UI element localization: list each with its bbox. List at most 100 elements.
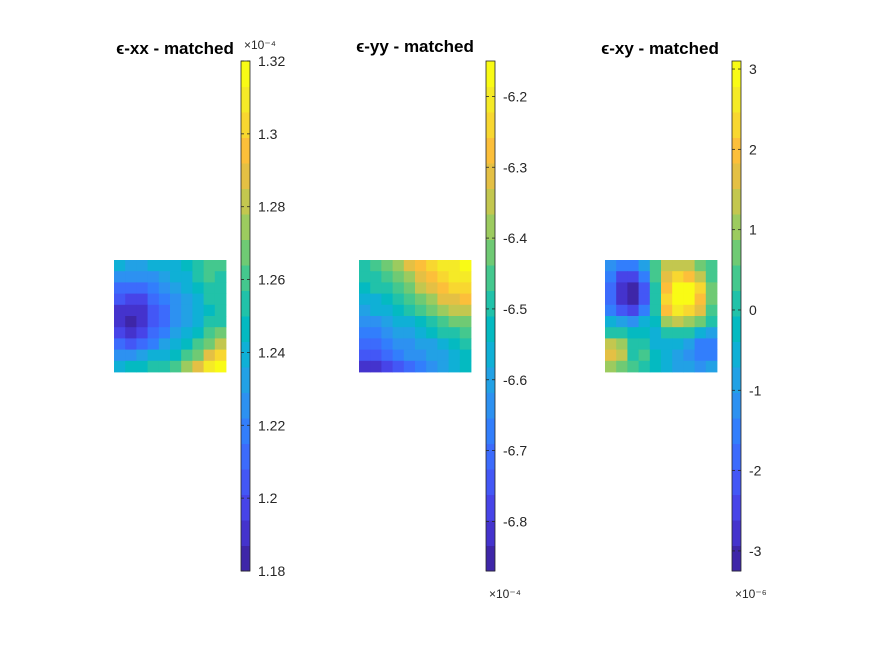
heatmap-cell [203,282,216,294]
heatmap-cell [114,338,126,350]
heatmap-cell [192,260,204,272]
heatmap-cell [381,282,393,294]
heatmap-cell [459,327,472,339]
colorbar-segment [732,61,741,87]
heatmap-cell [158,316,171,328]
heatmap-cell [627,260,639,272]
heatmap-cell [114,271,126,283]
heatmap-cell [649,260,662,272]
colorbar-segment [732,137,741,164]
colorbar-segment [241,494,250,521]
heatmap-cell [672,271,684,283]
heatmap-cell [437,282,449,294]
heatmap-cell [203,327,216,339]
colorbar-segment [732,265,741,291]
heatmap-cell [694,360,707,373]
heatmap-cell [448,260,461,272]
heatmap-cell [392,327,405,339]
colorbar-segment [486,86,495,113]
heatmap-cell [359,293,371,306]
heatmap-cell [359,338,371,350]
heatmap-cell [683,338,695,350]
heatmap-cell [616,349,628,362]
heatmap-cell [192,349,204,362]
colorbar-segment [241,86,250,113]
heatmap-cell [181,271,193,283]
heatmap-cell [125,282,137,294]
heatmap-cell [448,271,461,283]
heatmap-cell [426,338,438,350]
colorbar-segment [486,341,495,368]
heatmap-cell [370,338,382,350]
heatmap-cell [214,338,227,350]
heatmap-cell [616,338,628,350]
colorbar-tick-label: 2 [749,141,757,157]
heatmap-cell [605,282,617,294]
heatmap-cell [403,304,416,317]
heatmap-cell [672,360,684,373]
heatmap-cell [437,316,449,328]
heatmap-cell [136,293,148,306]
heatmap-cell [638,316,651,328]
heatmap-cell [459,316,472,328]
heatmap-cell [448,327,461,339]
heatmap-cell [192,293,204,306]
heatmap-cell [170,327,182,339]
heatmap-cell [415,349,427,362]
heatmap-cell [638,349,651,362]
heatmap-cell [381,360,393,373]
heatmap-cell [694,293,707,306]
heatmap-cell [181,338,193,350]
heatmap-cell [170,260,182,272]
heatmap-cell [694,349,707,362]
heatmap-cell [694,338,707,350]
colorbar-segment [486,61,495,87]
heatmap-cell [192,304,204,317]
heatmap-cell [649,349,662,362]
heatmap-cell [459,360,472,373]
heatmap-cell [203,316,216,328]
heatmap-cell [638,271,651,283]
heatmap-cell [627,327,639,339]
heatmap-cell [672,304,684,317]
heatmap-cell [661,282,673,294]
heatmap-cell [403,349,416,362]
heatmap-cell [661,271,673,283]
heatmap-cell [649,338,662,350]
heatmap-cell [683,304,695,317]
heatmap-cell [214,304,227,317]
colorbar-segment [486,290,495,317]
heatmap-cell [459,338,472,350]
heatmap-cell [170,271,182,283]
colorbar-segment [732,494,741,521]
heatmap-cell [392,349,405,362]
heatmap-cell [705,316,718,328]
heatmap-cell [705,304,718,317]
heatmap-cell [605,338,617,350]
heatmap-cell [147,338,160,350]
heatmap-cell [125,316,137,328]
heatmap-cell [437,349,449,362]
heatmap-cell [694,316,707,328]
heatmap-cell [114,260,126,272]
colorbar-segment [241,469,250,495]
heatmap-cell [638,360,651,373]
colorbar-segment [241,188,250,215]
colorbar-segment [486,316,495,342]
heatmap-cell [170,360,182,373]
heatmap-cell [192,338,204,350]
heatmap-cell [649,293,662,306]
colorbar-segment [732,188,741,215]
colorbar-tick-label: 0 [749,302,757,318]
colorbar-tick-label: 1.2 [258,490,278,506]
heatmap-cell [170,349,182,362]
heatmap-cell [392,316,405,328]
heatmap-cell [694,304,707,317]
heatmap-cell [661,316,673,328]
colorbar-segment [241,137,250,164]
heatmap-cell [403,327,416,339]
heatmap-cell [192,316,204,328]
heatmap-cell [147,327,160,339]
heatmap-cell [437,293,449,306]
colorbar-tick-label: -6.8 [503,513,527,529]
